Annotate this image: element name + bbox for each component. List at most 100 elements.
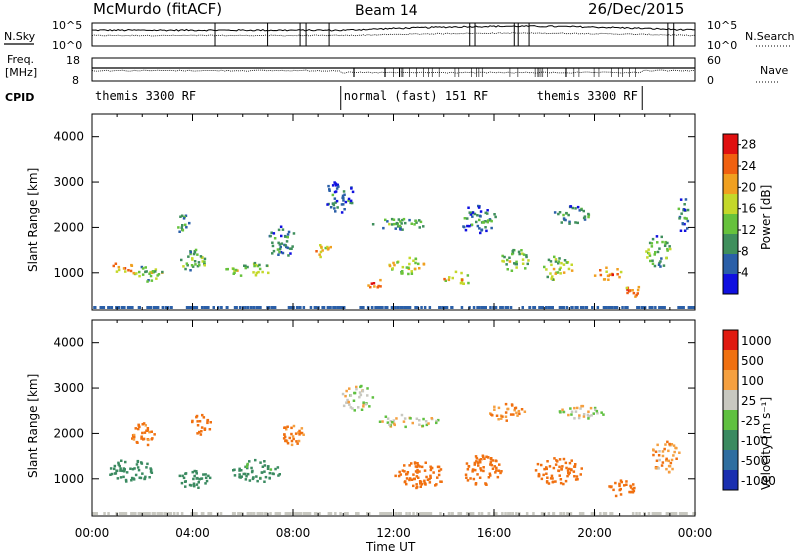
data-cell — [506, 268, 509, 271]
ground-scatter-cell — [511, 512, 514, 515]
data-cell — [318, 253, 321, 256]
colorbar-step — [723, 430, 738, 450]
data-cell — [647, 248, 650, 251]
data-cell — [460, 280, 464, 283]
ground-scatter-cell — [276, 512, 280, 515]
data-cell — [243, 264, 246, 267]
data-cell — [400, 413, 404, 417]
data-cell — [418, 423, 421, 426]
x-tick-label: 00:00 — [678, 526, 713, 540]
data-cell — [436, 476, 439, 479]
data-cell — [246, 464, 249, 467]
nsky-label: N.Sky — [4, 30, 36, 43]
data-cell — [396, 261, 399, 264]
data-cell — [201, 260, 204, 263]
ground-scatter-cell — [287, 306, 291, 309]
data-cell — [605, 266, 608, 269]
data-cell — [418, 219, 421, 222]
data-cell — [648, 241, 652, 245]
ground-scatter-cell — [480, 512, 484, 515]
data-cell — [574, 410, 578, 413]
data-cell — [661, 240, 664, 244]
data-cell — [619, 270, 623, 274]
data-cell — [191, 420, 194, 424]
data-cell — [666, 440, 669, 444]
ground-scatter-cell — [336, 306, 340, 309]
data-cell — [651, 262, 655, 265]
data-cell — [680, 212, 683, 215]
data-cell — [566, 474, 569, 478]
data-cell — [548, 465, 552, 468]
data-cell — [475, 220, 478, 224]
data-cell — [193, 251, 197, 254]
data-cell — [109, 473, 112, 476]
data-cell — [184, 214, 188, 217]
data-cell — [353, 391, 356, 395]
data-cell — [151, 270, 155, 273]
ground-scatter-cell — [274, 512, 278, 515]
ground-scatter-cell — [423, 306, 427, 309]
data-cell — [525, 254, 528, 257]
data-cell — [513, 407, 517, 410]
data-cell — [246, 466, 249, 470]
data-cell — [587, 215, 590, 219]
data-cell — [463, 225, 466, 229]
data-cell — [277, 241, 280, 245]
ground-scatter-cell — [93, 306, 96, 309]
ground-scatter-cell — [207, 512, 210, 515]
freq-tick-top: 18 — [66, 54, 80, 67]
data-cell — [664, 240, 667, 244]
ground-scatter-cell — [161, 306, 165, 309]
data-cell — [238, 469, 241, 472]
data-cell — [497, 406, 501, 410]
data-cell — [650, 245, 654, 248]
data-cell — [652, 449, 655, 452]
data-cell — [389, 425, 393, 428]
ground-scatter-cell — [155, 306, 158, 309]
data-cell — [326, 245, 329, 249]
data-cell — [570, 459, 573, 462]
ground-scatter-cell — [147, 306, 150, 309]
data-cell — [490, 413, 493, 416]
data-cell — [435, 419, 438, 423]
data-cell — [412, 259, 415, 262]
ground-scatter-cell — [355, 512, 358, 515]
data-cell — [382, 226, 385, 230]
data-cell — [252, 476, 255, 479]
data-cell — [184, 480, 187, 483]
data-cell — [389, 420, 393, 423]
data-cell — [367, 284, 370, 287]
data-cell — [567, 467, 571, 471]
ground-scatter-cell — [386, 512, 390, 515]
data-cell — [522, 253, 526, 256]
data-cell — [133, 467, 136, 470]
ground-scatter-cell — [504, 306, 507, 309]
data-cell — [545, 268, 548, 271]
data-cell — [114, 262, 118, 265]
data-cell — [586, 413, 590, 417]
data-cell — [408, 477, 412, 480]
data-cell — [499, 414, 503, 417]
data-cell — [254, 274, 258, 277]
ground-scatter-cell — [501, 512, 504, 515]
data-cell — [209, 421, 212, 424]
ground-scatter-cell — [508, 512, 511, 515]
ground-scatter-cell — [549, 306, 553, 309]
data-cell — [683, 208, 687, 212]
data-cell — [290, 426, 293, 430]
colorbar-step — [723, 154, 738, 174]
data-cell — [577, 416, 581, 420]
data-cell — [660, 257, 663, 260]
data-cell — [495, 466, 498, 470]
ground-scatter-cell — [382, 512, 385, 515]
data-cell — [286, 425, 289, 428]
data-cell — [663, 244, 667, 247]
data-cell — [543, 265, 546, 269]
data-cell — [233, 269, 236, 272]
data-cell — [625, 480, 628, 483]
x-tick-label: 20:00 — [577, 526, 612, 540]
ground-scatter-cell — [238, 306, 242, 309]
data-cell — [599, 269, 602, 272]
data-cell — [248, 460, 251, 463]
data-cell — [390, 217, 394, 221]
